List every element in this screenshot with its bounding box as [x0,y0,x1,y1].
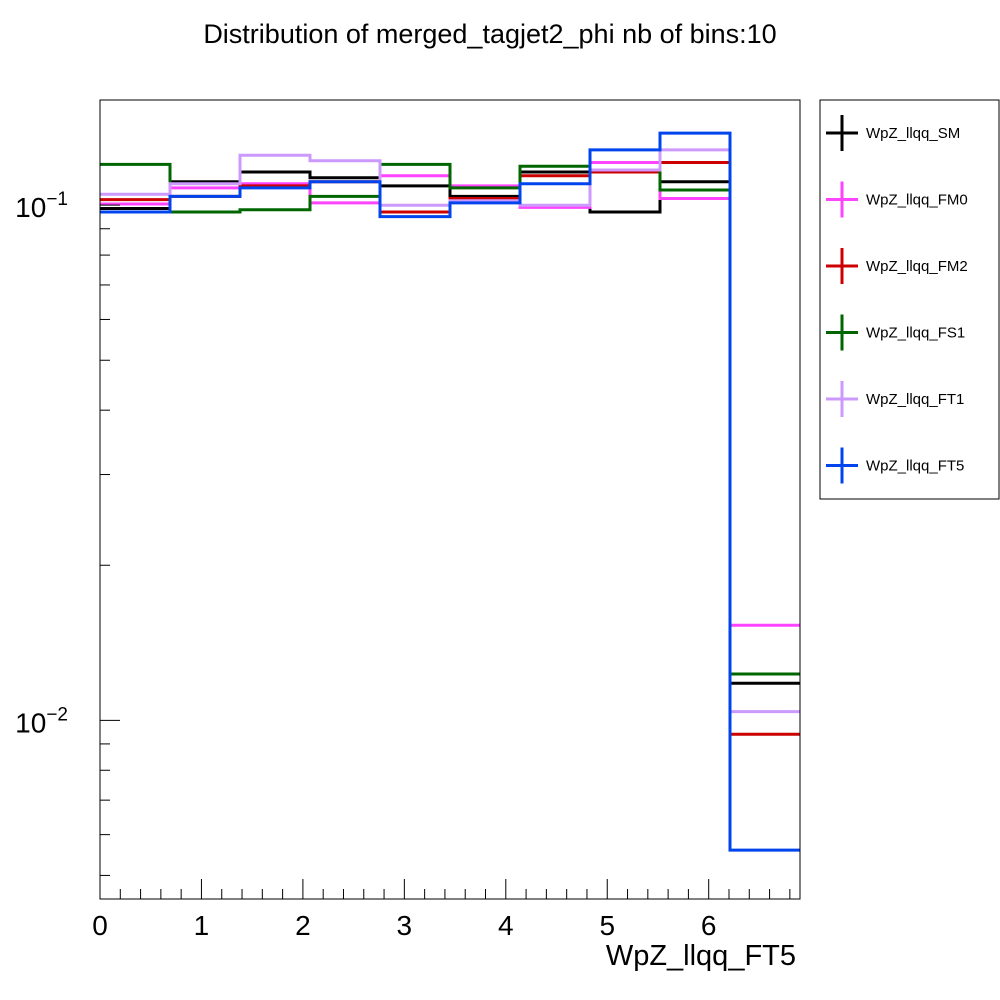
series-wpz-llqq-fs1-line [100,162,800,676]
x-tick-label: 1 [194,910,210,941]
y-tick-label-base: 10 [15,707,46,738]
y-tick-label: 10−1 [15,189,68,223]
x-tick-label: 3 [397,910,413,941]
chart-title: Distribution of merged_tagjet2_phi nb of… [203,19,776,49]
legend-label: WpZ_llqq_FT1 [866,391,964,408]
series-wpz-llqq-sm-line [100,170,800,685]
axes: 0 1 2 3 4 5 610−110−2 [15,99,801,941]
y-tick-label-exponent: −1 [46,189,68,210]
series-wpz-llqq-fm2-line [100,161,800,736]
x-tick-label: 5 [599,910,615,941]
legend-label: WpZ_llqq_FM0 [866,192,968,209]
plot-area [100,131,800,852]
x-tick-label: 2 [295,910,311,941]
legend-label: WpZ_llqq_FS1 [866,325,965,342]
legend: WpZ_llqq_SM WpZ_llqq_FM0 WpZ_llqq_FM2 WpZ_l… [819,99,1000,500]
series-wpz-llqq-ft5-line [100,131,800,852]
x-axis-title: WpZ_llqq_FT5 [606,940,796,972]
y-tick-label-base: 10 [15,192,46,223]
x-tick-label: 6 [701,910,717,941]
legend-label: WpZ_llqq_FM2 [866,258,968,275]
legend-box [819,99,1000,500]
series-wpz-llqq-ft1-line [100,148,800,714]
legend-label: WpZ_llqq_SM [866,125,960,142]
series-wpz-llqq-fm0-line [100,161,800,627]
x-tick-label: 0 [92,910,108,941]
plot-frame [99,99,801,900]
y-tick-label: 10−2 [15,704,68,738]
y-tick-label-exponent: −2 [46,704,68,725]
x-tick-label: 4 [498,910,514,941]
legend-label: WpZ_llqq_FT5 [866,458,964,475]
